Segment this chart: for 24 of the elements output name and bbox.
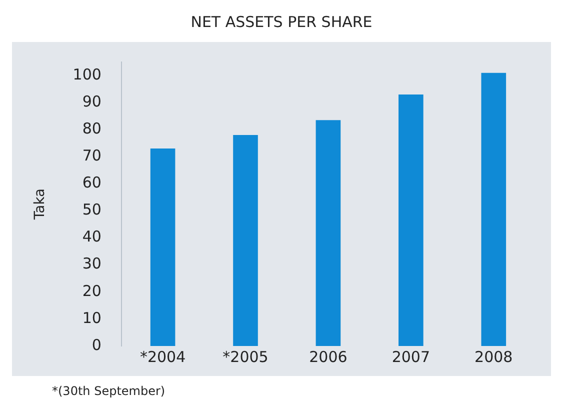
y-tick-label: 80 [82, 120, 102, 138]
y-tick-label: 50 [82, 200, 102, 219]
y-tick-label: 30 [82, 254, 102, 273]
x-tick-label: *2004 [140, 348, 186, 366]
bar [233, 135, 258, 346]
x-tick-label: 2008 [474, 348, 513, 366]
y-tick-label: 10 [82, 308, 102, 327]
y-tick-label: 100 [72, 65, 102, 84]
y-tick-label: 20 [82, 282, 102, 300]
bar [316, 120, 341, 346]
bar [150, 148, 176, 346]
y-axis-title: Taka [32, 188, 48, 221]
y-tick-label: 40 [82, 228, 102, 246]
x-tick-label: *2005 [222, 348, 268, 366]
x-tick-label: 2006 [309, 348, 348, 366]
y-tick-label: 60 [82, 174, 102, 192]
text: *(30th September) [52, 384, 166, 398]
bar [398, 94, 424, 346]
y-tick-label: 0 [92, 336, 102, 354]
bar [481, 72, 506, 346]
chart-title: NET ASSETS PER SHARE [190, 12, 372, 31]
y-tick-label: 70 [82, 146, 102, 165]
x-tick-label: 2007 [392, 348, 430, 366]
y-tick-label: 90 [82, 92, 102, 110]
